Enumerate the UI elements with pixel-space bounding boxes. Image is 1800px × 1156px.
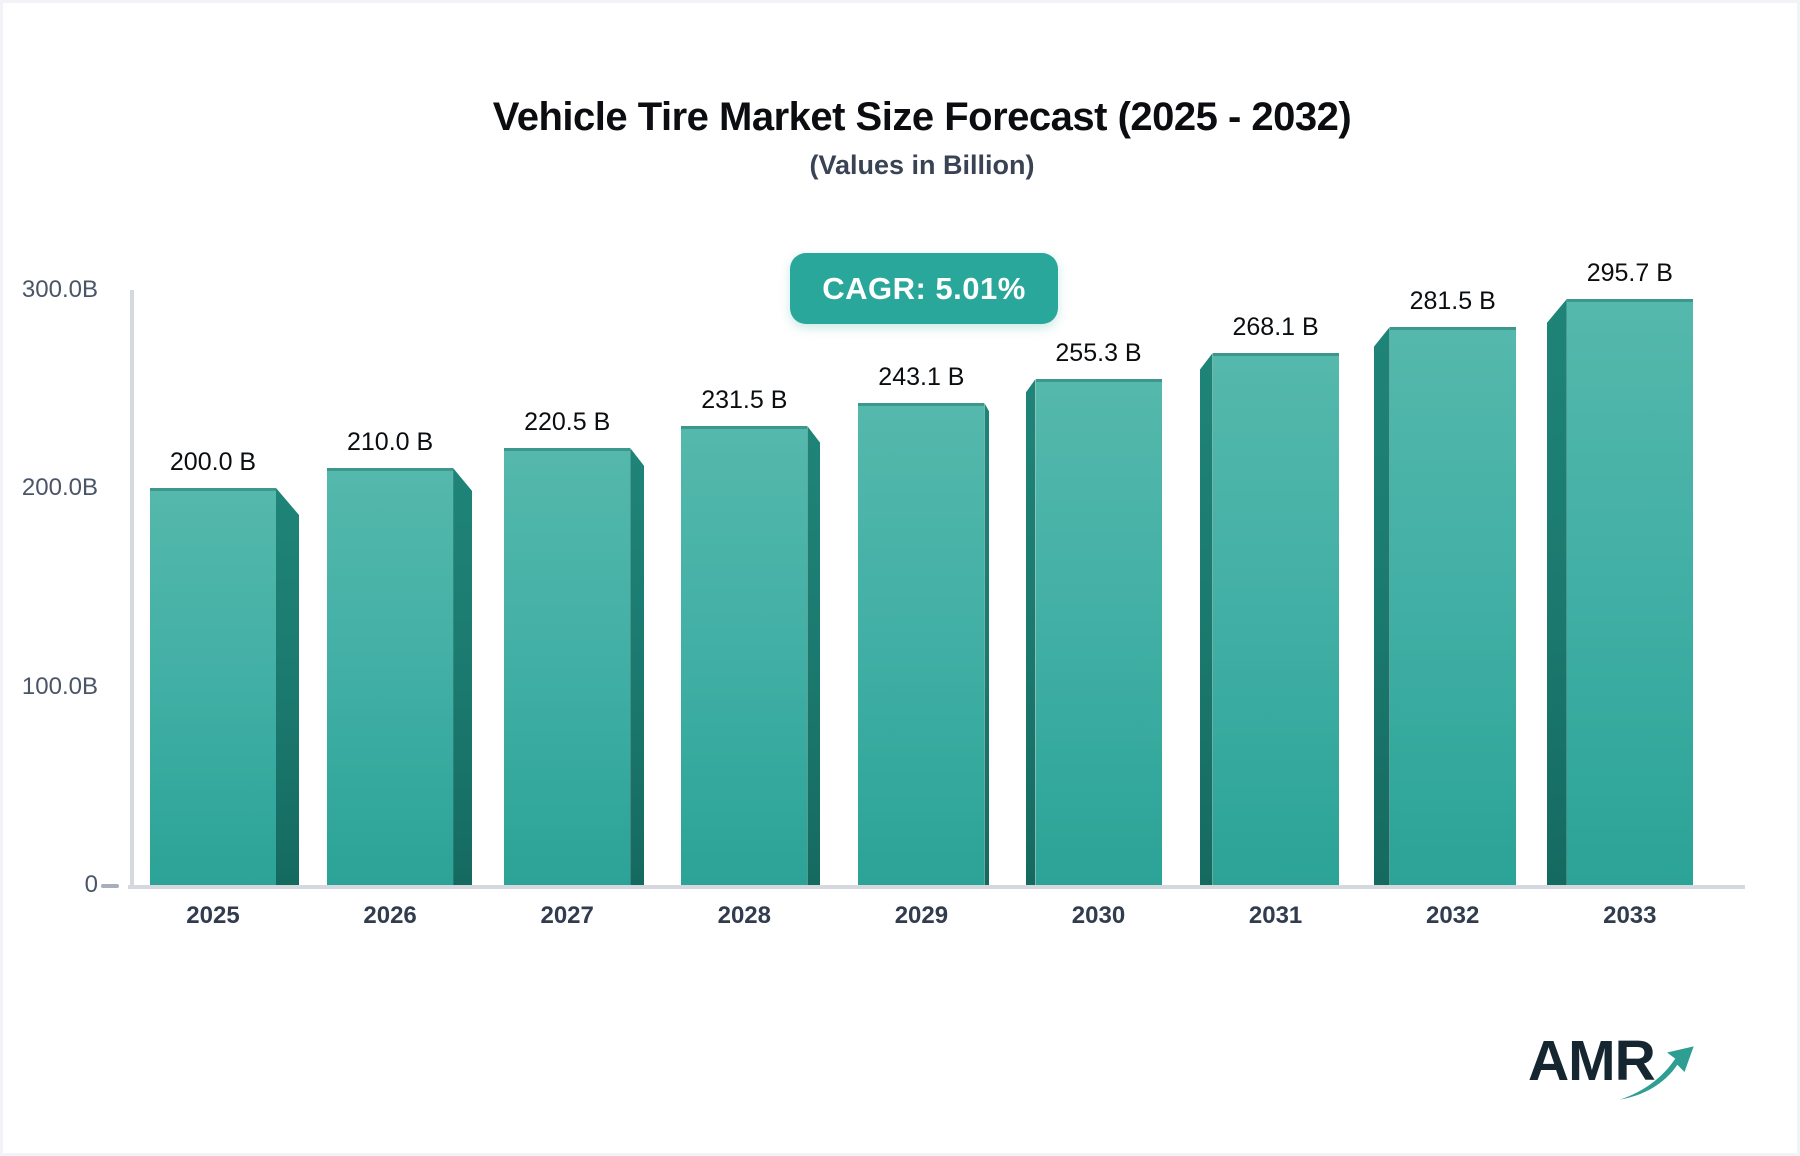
bar-value-label: 243.1 B: [878, 363, 965, 391]
zero-tick-mark: [101, 884, 119, 888]
y-axis-tick-label: 300.0B: [21, 276, 98, 303]
x-axis-label: 2025: [186, 902, 240, 929]
y-axis-tick-label: 0: [84, 871, 98, 898]
bar-top-edge: [1389, 327, 1516, 330]
bar-2033: [1566, 299, 1693, 885]
chart-subtitle: (Values in Billion): [809, 150, 1035, 180]
y-axis-tick-label: 200.0B: [21, 474, 98, 502]
bar-3d-side: [984, 403, 990, 885]
y-axis-line: [130, 290, 134, 889]
x-axis-label: 2031: [1248, 902, 1303, 929]
x-axis-label: 2032: [1425, 902, 1480, 929]
bar-3d-side: [630, 448, 645, 885]
bar-3d-side: [807, 426, 821, 885]
bar-value-label: 231.5 B: [701, 386, 788, 414]
bar-2029: [858, 403, 985, 885]
cagr-badge: CAGR: 5.01%: [790, 253, 1058, 324]
bar-3d-side: [1025, 379, 1036, 885]
x-axis-label: 2029: [894, 902, 949, 929]
bar-2025: [150, 488, 276, 885]
bar-3d-side: [453, 468, 473, 885]
x-axis-label: 2030: [1071, 902, 1126, 929]
bar-3d-side: [1373, 327, 1390, 885]
bar-value-label: 295.7 B: [1586, 259, 1673, 287]
bar-value-label: 255.3 B: [1055, 339, 1142, 367]
x-axis-label: 2028: [717, 902, 771, 929]
bar-2028: [681, 426, 808, 885]
bar-top-edge: [681, 426, 808, 429]
bar-value-label: 210.0 B: [347, 428, 434, 456]
amr-logo: AMR: [1528, 1028, 1738, 1120]
bar-2032: [1389, 327, 1516, 885]
amr-logo-text: AMR: [1528, 1029, 1656, 1093]
bar-3d-side: [1199, 353, 1213, 885]
bar-value-label: 220.5 B: [524, 408, 611, 436]
bar-2031: [1212, 353, 1339, 885]
bar-2027: [504, 448, 631, 885]
cagr-label: CAGR: 5.01%: [822, 270, 1026, 306]
bar-2030: [1035, 379, 1162, 885]
bar-3d-side: [276, 488, 299, 885]
bar-top-edge: [1566, 299, 1693, 302]
x-axis-label: 2027: [540, 902, 594, 929]
chart-header: Vehicle Tire Market Size Forecast (2025 …: [0, 0, 1800, 181]
bar-top-edge: [150, 488, 276, 491]
bar-3d-side: [1546, 299, 1567, 885]
x-axis-label: 2033: [1603, 902, 1657, 929]
chart-title: Vehicle Tire Market Size Forecast (2025 …: [492, 95, 1352, 139]
bar-top-edge: [1212, 353, 1339, 356]
bar-value-label: 268.1 B: [1232, 313, 1319, 341]
y-axis-tick-label: 100.0B: [21, 672, 98, 700]
x-axis-baseline: [128, 885, 1745, 889]
x-axis-label: 2026: [363, 902, 417, 929]
bar-top-edge: [327, 468, 454, 471]
bar-value-label: 281.5 B: [1409, 287, 1496, 315]
bar-top-edge: [504, 448, 631, 451]
bar-top-edge: [858, 403, 985, 406]
bar-value-label: 200.0 B: [169, 448, 257, 476]
bar-2026: [327, 468, 454, 885]
bar-top-edge: [1035, 379, 1162, 382]
growth-arrow-icon: [1620, 1046, 1694, 1100]
